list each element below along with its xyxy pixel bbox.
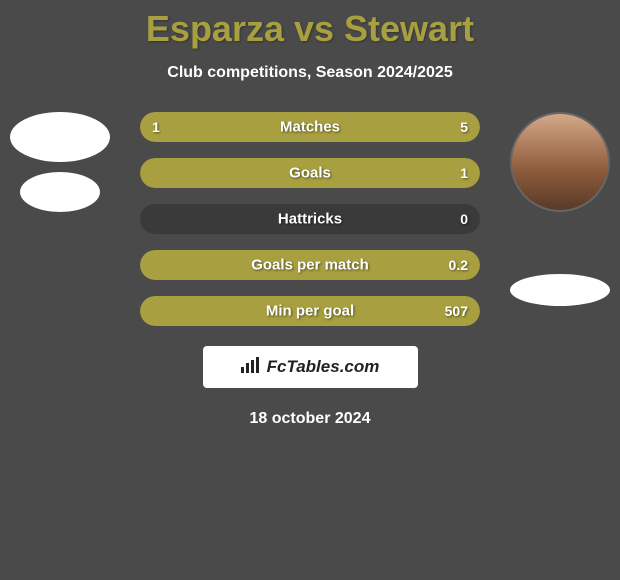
player-right-name-placeholder bbox=[510, 274, 610, 306]
bar-value-right: 1 bbox=[460, 165, 468, 181]
player-left-name-placeholder bbox=[20, 172, 100, 212]
player-right-panel bbox=[510, 112, 610, 306]
bar-label: Goals per match bbox=[251, 257, 369, 274]
bar-label: Goals bbox=[289, 165, 331, 182]
bar-label: Min per goal bbox=[266, 303, 354, 320]
chart-icon bbox=[241, 357, 261, 378]
comparison-date: 18 october 2024 bbox=[0, 410, 620, 428]
bar-label: Matches bbox=[280, 119, 340, 136]
bar-value-left: 1 bbox=[152, 119, 160, 135]
bar-label: Hattricks bbox=[278, 211, 342, 228]
watermark-text: FcTables.com bbox=[267, 357, 380, 377]
player-right-avatar bbox=[510, 112, 610, 212]
bar-row-goals: Goals 1 bbox=[140, 158, 480, 188]
watermark-badge: FcTables.com bbox=[203, 346, 418, 388]
bar-row-goals-per-match: Goals per match 0.2 bbox=[140, 250, 480, 280]
player-left-avatar-placeholder bbox=[10, 112, 110, 162]
comparison-subtitle: Club competitions, Season 2024/2025 bbox=[0, 64, 620, 82]
bar-value-right: 5 bbox=[460, 119, 468, 135]
player-left-panel bbox=[10, 112, 110, 212]
bar-value-right: 0 bbox=[460, 211, 468, 227]
bar-row-matches: 1 Matches 5 bbox=[140, 112, 480, 142]
bar-row-min-per-goal: Min per goal 507 bbox=[140, 296, 480, 326]
chart-area: 1 Matches 5 Goals 1 Hattricks 0 Goals pe… bbox=[0, 112, 620, 326]
bar-value-right: 0.2 bbox=[449, 257, 468, 273]
bar-value-right: 507 bbox=[445, 303, 468, 319]
comparison-title: Esparza vs Stewart bbox=[0, 0, 620, 50]
bars-container: 1 Matches 5 Goals 1 Hattricks 0 Goals pe… bbox=[140, 112, 480, 326]
bar-row-hattricks: Hattricks 0 bbox=[140, 204, 480, 234]
